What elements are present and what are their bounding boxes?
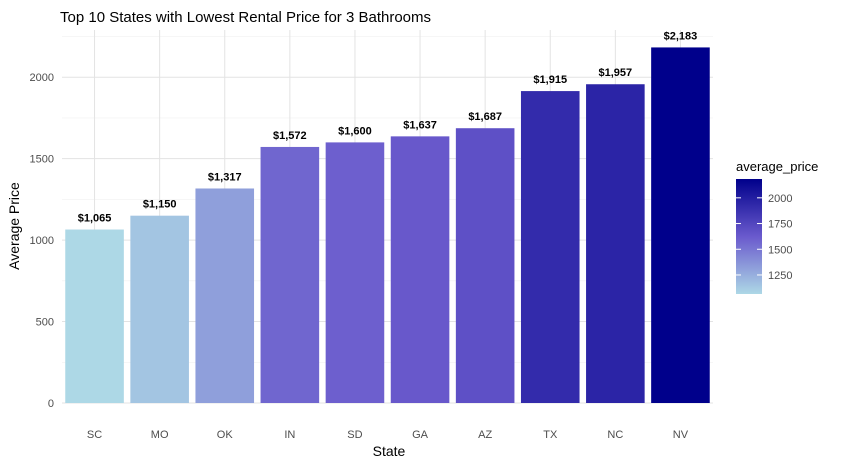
legend: average_price 1250 1500 1750 2000 xyxy=(736,159,818,294)
legend-tick-label: 2000 xyxy=(768,193,792,205)
y-tick-label: 2000 xyxy=(30,72,54,84)
y-tick-label: 500 xyxy=(36,317,54,329)
data-label: $2,183 xyxy=(664,30,698,42)
legend-colorbar xyxy=(736,179,762,294)
chart-title: Top 10 States with Lowest Rental Price f… xyxy=(60,9,431,26)
legend-ticks: 1250 1500 1750 2000 xyxy=(736,193,792,282)
bar-nv xyxy=(651,47,710,404)
legend-title: average_price xyxy=(736,159,818,174)
bar-nc xyxy=(586,84,645,403)
x-tick-label: TX xyxy=(543,429,558,441)
bar-tx xyxy=(520,91,580,404)
data-label: $1,957 xyxy=(599,67,633,79)
x-tick-label: GA xyxy=(412,429,429,441)
x-tick-label: MO xyxy=(151,429,169,441)
bar-mo xyxy=(130,215,189,403)
bar-ga xyxy=(390,136,450,404)
x-tick-label: IN xyxy=(284,429,295,441)
bar-ok xyxy=(195,188,255,403)
bar-az xyxy=(455,128,515,404)
bar-sc xyxy=(65,229,124,403)
x-tick-label: SD xyxy=(347,429,362,441)
legend-tick-label: 1500 xyxy=(768,244,792,256)
data-label: $1,687 xyxy=(468,111,502,123)
x-axis-title: State xyxy=(373,443,406,459)
data-label: $1,572 xyxy=(273,130,307,142)
data-label: $1,317 xyxy=(208,171,242,183)
data-labels: $1,065 $1,150 $1,317 $1,572 $1,600 $1,637 $1,6… xyxy=(78,30,698,224)
y-tick-label: 0 xyxy=(48,398,54,410)
x-tick-label: NC xyxy=(607,429,623,441)
x-tick-label: OK xyxy=(217,429,234,441)
data-label: $1,065 xyxy=(78,213,112,225)
legend-tick-label: 1250 xyxy=(768,270,792,282)
bar-sd xyxy=(325,142,385,403)
bars xyxy=(65,47,710,404)
y-tick-label: 1500 xyxy=(30,154,54,166)
data-label: $1,637 xyxy=(403,119,437,131)
y-axis-ticks: 0 500 1000 1500 2000 xyxy=(30,72,54,410)
y-tick-label: 1000 xyxy=(30,235,54,247)
bar-in xyxy=(260,146,320,403)
x-axis-ticks: SC MO OK IN SD GA AZ TX NC NV xyxy=(87,429,689,441)
legend-tick-label: 1750 xyxy=(768,219,792,231)
x-tick-label: NV xyxy=(673,429,689,441)
data-label: $1,150 xyxy=(143,199,177,211)
data-label: $1,600 xyxy=(338,125,372,137)
x-tick-label: SC xyxy=(87,429,102,441)
data-label: $1,915 xyxy=(533,74,567,86)
y-axis-title: Average Price xyxy=(6,182,22,270)
x-tick-label: AZ xyxy=(478,429,492,441)
